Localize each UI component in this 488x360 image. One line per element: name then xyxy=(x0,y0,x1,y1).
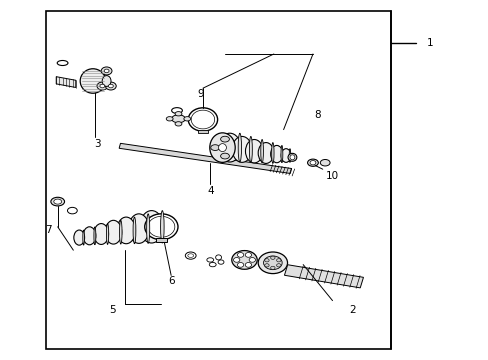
Ellipse shape xyxy=(147,216,175,237)
Ellipse shape xyxy=(128,214,149,243)
Ellipse shape xyxy=(175,112,182,116)
Ellipse shape xyxy=(191,110,214,129)
Ellipse shape xyxy=(307,159,318,166)
Ellipse shape xyxy=(140,211,163,243)
Ellipse shape xyxy=(94,224,108,244)
Ellipse shape xyxy=(220,153,229,159)
Ellipse shape xyxy=(105,220,122,244)
Ellipse shape xyxy=(160,211,164,243)
Ellipse shape xyxy=(215,255,221,260)
Ellipse shape xyxy=(209,133,235,162)
Ellipse shape xyxy=(281,145,282,163)
Ellipse shape xyxy=(183,117,190,121)
Ellipse shape xyxy=(248,258,255,262)
Ellipse shape xyxy=(233,258,239,262)
Ellipse shape xyxy=(289,155,294,160)
Text: 9: 9 xyxy=(197,89,203,99)
Polygon shape xyxy=(56,77,76,87)
Ellipse shape xyxy=(100,84,104,88)
Ellipse shape xyxy=(94,227,96,245)
Ellipse shape xyxy=(263,256,282,270)
Ellipse shape xyxy=(117,217,135,244)
Ellipse shape xyxy=(320,159,329,166)
Ellipse shape xyxy=(264,264,268,267)
Ellipse shape xyxy=(101,67,112,75)
Text: 3: 3 xyxy=(94,139,101,149)
Ellipse shape xyxy=(258,252,287,274)
Ellipse shape xyxy=(264,258,268,262)
Ellipse shape xyxy=(218,260,224,264)
Ellipse shape xyxy=(185,252,196,259)
Ellipse shape xyxy=(309,161,315,165)
Ellipse shape xyxy=(97,82,107,90)
Ellipse shape xyxy=(258,143,273,163)
Ellipse shape xyxy=(281,149,290,162)
Ellipse shape xyxy=(238,133,241,162)
Text: 2: 2 xyxy=(348,305,355,315)
Ellipse shape xyxy=(270,145,282,163)
Ellipse shape xyxy=(218,133,240,162)
Ellipse shape xyxy=(67,207,77,214)
Ellipse shape xyxy=(260,140,263,163)
Ellipse shape xyxy=(249,136,252,162)
Polygon shape xyxy=(119,143,291,174)
Ellipse shape xyxy=(166,117,173,121)
Ellipse shape xyxy=(83,227,96,245)
Ellipse shape xyxy=(245,140,263,163)
Ellipse shape xyxy=(106,224,108,244)
Ellipse shape xyxy=(231,251,257,269)
Ellipse shape xyxy=(57,60,68,66)
Ellipse shape xyxy=(119,220,122,244)
Text: 10: 10 xyxy=(325,171,338,181)
Ellipse shape xyxy=(220,136,229,142)
Ellipse shape xyxy=(209,262,216,267)
Polygon shape xyxy=(284,265,363,288)
Ellipse shape xyxy=(105,82,116,90)
Ellipse shape xyxy=(276,264,281,267)
Ellipse shape xyxy=(210,145,219,150)
Bar xyxy=(198,130,207,133)
Bar xyxy=(155,238,167,242)
Ellipse shape xyxy=(237,262,243,267)
Ellipse shape xyxy=(188,108,217,131)
Ellipse shape xyxy=(245,262,251,267)
Ellipse shape xyxy=(51,197,64,206)
Text: 6: 6 xyxy=(167,276,174,286)
Ellipse shape xyxy=(80,69,105,93)
Ellipse shape xyxy=(187,254,193,257)
Ellipse shape xyxy=(232,136,251,162)
Ellipse shape xyxy=(171,108,182,113)
Ellipse shape xyxy=(144,214,178,240)
Text: 4: 4 xyxy=(206,186,213,196)
Ellipse shape xyxy=(133,217,136,244)
Ellipse shape xyxy=(108,84,113,88)
Ellipse shape xyxy=(54,199,61,204)
Ellipse shape xyxy=(74,230,84,245)
Ellipse shape xyxy=(218,144,226,152)
Ellipse shape xyxy=(289,149,290,162)
Text: 1: 1 xyxy=(426,38,433,48)
Ellipse shape xyxy=(102,76,111,86)
Ellipse shape xyxy=(276,258,281,262)
Ellipse shape xyxy=(237,253,243,257)
Ellipse shape xyxy=(270,256,274,259)
Ellipse shape xyxy=(270,266,274,269)
Ellipse shape xyxy=(287,153,296,161)
Ellipse shape xyxy=(245,253,251,257)
Ellipse shape xyxy=(271,143,273,163)
Ellipse shape xyxy=(175,122,182,126)
Bar xyxy=(46,11,390,349)
Ellipse shape xyxy=(146,214,149,243)
Text: 8: 8 xyxy=(314,110,321,120)
Ellipse shape xyxy=(171,115,185,123)
Text: 5: 5 xyxy=(109,305,116,315)
Ellipse shape xyxy=(104,69,109,73)
Text: 7: 7 xyxy=(45,225,52,235)
Ellipse shape xyxy=(82,230,84,245)
Ellipse shape xyxy=(206,258,213,262)
